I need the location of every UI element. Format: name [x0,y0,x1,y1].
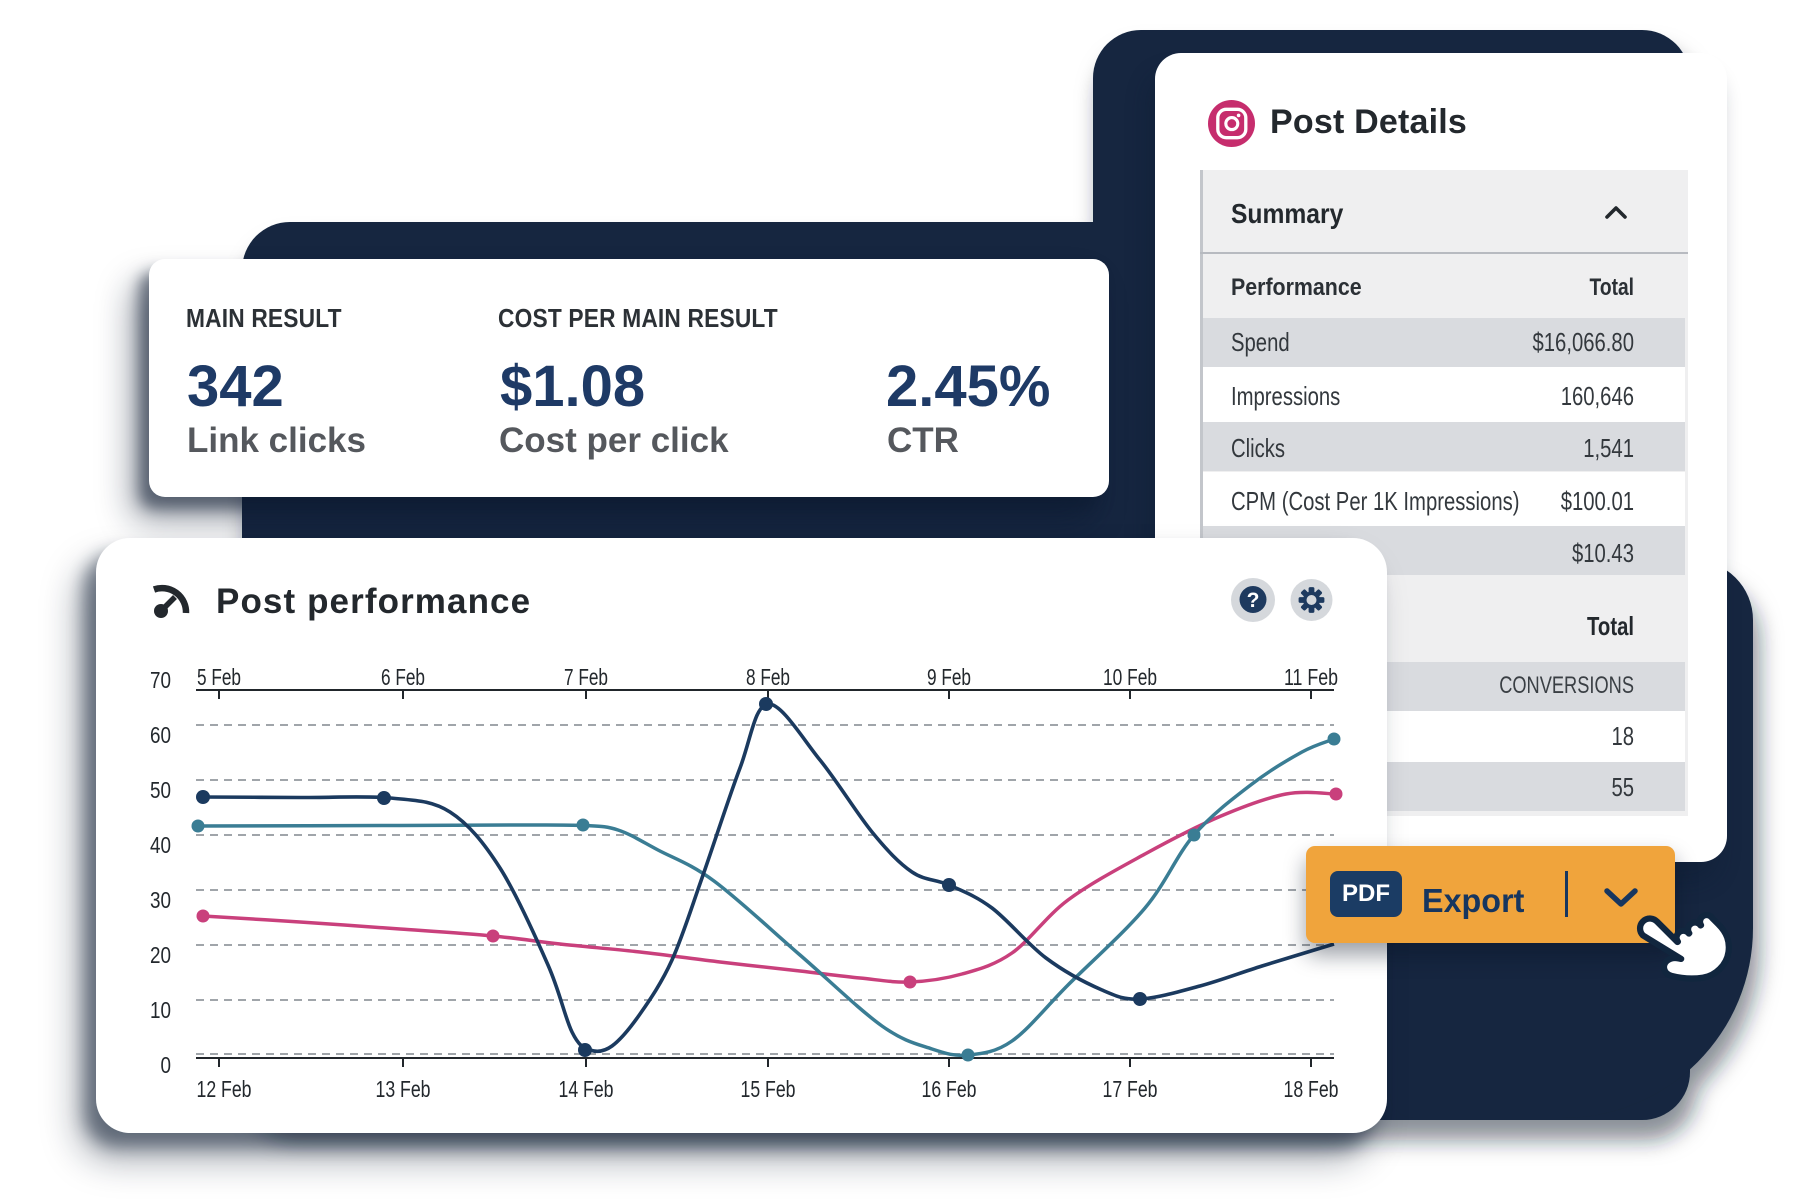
svg-text:60: 60 [150,722,171,748]
svg-text:10: 10 [150,997,171,1023]
svg-text:11 Feb: 11 Feb [1284,664,1338,690]
svg-text:50: 50 [150,777,171,803]
svg-text:5 Feb: 5 Feb [197,664,241,690]
svg-text:18 Feb: 18 Feb [1284,1076,1339,1102]
svg-text:12 Feb: 12 Feb [197,1076,252,1102]
svg-text:15 Feb: 15 Feb [741,1076,796,1102]
svg-text:17 Feb: 17 Feb [1103,1076,1158,1102]
svg-text:0: 0 [161,1052,172,1078]
svg-text:14 Feb: 14 Feb [559,1076,614,1102]
svg-text:20: 20 [150,942,171,968]
svg-text:40: 40 [150,832,171,858]
svg-text:10 Feb: 10 Feb [1103,664,1157,690]
svg-text:30: 30 [150,887,171,913]
svg-text:13 Feb: 13 Feb [376,1076,431,1102]
svg-text:6 Feb: 6 Feb [381,664,425,690]
svg-text:?: ? [1247,589,1260,612]
svg-text:7 Feb: 7 Feb [564,664,608,690]
svg-text:8 Feb: 8 Feb [746,664,790,690]
svg-text:9 Feb: 9 Feb [927,664,971,690]
svg-text:70: 70 [150,667,171,693]
svg-text:16 Feb: 16 Feb [922,1076,977,1102]
